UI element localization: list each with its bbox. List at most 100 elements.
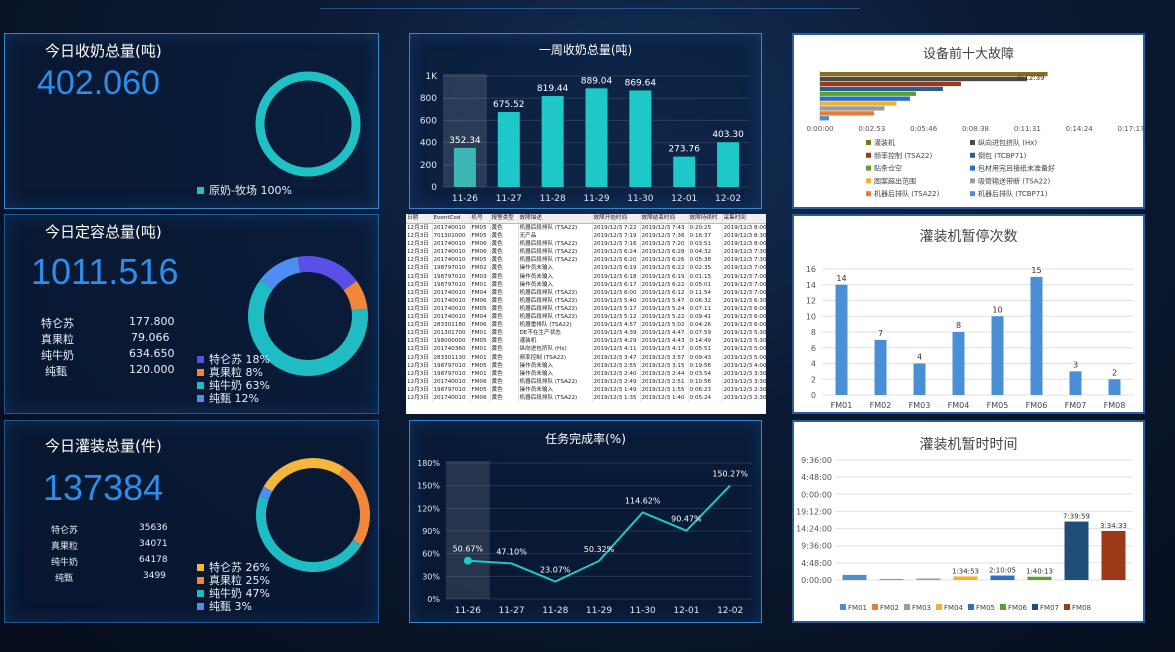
table-cell[interactable]: 2019/12/3 6:24: [592, 248, 641, 257]
table-cell[interactable]: 0:10:56: [688, 377, 723, 386]
table-cell[interactable]: 12月3日: [406, 393, 433, 403]
table-cell[interactable]: FM01: [470, 345, 491, 354]
table-cell[interactable]: 12月3日: [406, 329, 433, 338]
table-cell[interactable]: 黄色: [490, 393, 519, 403]
table-cell[interactable]: 0:11:54: [688, 288, 723, 297]
table-cell[interactable]: 0:02:35: [688, 264, 723, 273]
table-cell[interactable]: 频率控制 (TSA22): [518, 353, 593, 362]
table-cell[interactable]: 12月3日: [406, 296, 433, 305]
column-header[interactable]: 采集时间: [722, 214, 766, 224]
table-cell[interactable]: 2019/12/3 7:00: [722, 264, 766, 273]
table-row[interactable]: 12月3日 201740010 FM05 黄色 机器后段排队 (TSA22) 2019/1…: [406, 256, 766, 265]
table-cell[interactable]: 198797010: [432, 385, 471, 394]
table-cell[interactable]: 2019/12/3 7:00: [722, 272, 766, 281]
table-row[interactable]: 12月3日 198797010 FM05 黄色 操作员未输入 2019/12/3 2:55…: [406, 361, 766, 370]
table-row[interactable]: 12月3日 201740010 FM06 黄色 机器后段排队 (TSA22) 2019/1…: [406, 296, 766, 305]
table-cell[interactable]: 201740010: [432, 393, 471, 403]
table-cell[interactable]: 黄色: [490, 385, 519, 394]
table-cell[interactable]: 0:19:56: [688, 361, 723, 370]
table-row[interactable]: 12月3日 201301700 FM01 黄色 DE不在生产状态 2019/12/3 4:…: [406, 329, 766, 338]
table-cell[interactable]: 0:06:23: [688, 385, 723, 394]
table-cell[interactable]: 283301180: [432, 321, 471, 330]
table-cell[interactable]: 2019/12/3 6:00: [592, 288, 641, 297]
table-cell[interactable]: 2019/12/3 5:40: [592, 296, 641, 305]
table-row[interactable]: 12月3日 198000000 FM05 黄色 灌装机 2019/12/3 4:29 201…: [406, 337, 766, 346]
table-cell[interactable]: 2019/12/3 4:11: [592, 345, 641, 354]
table-cell[interactable]: 2019/12/3 5:02: [640, 321, 689, 330]
table-cell[interactable]: 2019/12/3 4:29: [592, 337, 641, 346]
table-cell[interactable]: 黄色: [490, 232, 519, 241]
table-row[interactable]: 12月3日 198797010 FM01 黄色 操作员未输入 2019/12/3 2:40…: [406, 369, 766, 378]
table-row[interactable]: 12月3日 201740010 FM06 黄色 机器后段排队 (TSA22) 2019/1…: [406, 377, 766, 386]
table-row[interactable]: 12月3日 283301130 FM01 黄色 频率控制 (TSA22) 2019/12/…: [406, 353, 766, 362]
table-cell[interactable]: 机器后段排队 (TSA22): [518, 288, 593, 297]
table-cell[interactable]: 2019/12/3 6:18: [592, 272, 641, 281]
table-cell[interactable]: 黄色: [490, 296, 519, 305]
table-cell[interactable]: 283301130: [432, 353, 471, 362]
table-cell[interactable]: 2019/12/3 2:49: [592, 377, 641, 386]
table-cell[interactable]: 操作员未输入: [518, 369, 593, 378]
table-cell[interactable]: FM05: [470, 256, 491, 265]
table-cell[interactable]: 2019/12/3 8:00: [722, 223, 766, 233]
table-cell[interactable]: 2019/12/3 5:00: [722, 353, 766, 362]
table-cell[interactable]: 2019/12/3 2:51: [640, 377, 689, 386]
table-row[interactable]: 12月3日 201740360 FM01 黄色 纵向进包挤队 (Hx) 2019/12/3…: [406, 345, 766, 354]
table-cell[interactable]: 2019/12/3 7:30: [722, 248, 766, 257]
table-cell[interactable]: 操作员未输入: [518, 264, 593, 273]
column-header[interactable]: 报警类型: [490, 214, 519, 224]
table-cell[interactable]: 2019/12/3 1:40: [640, 393, 689, 403]
table-row[interactable]: 12月3日 701301000 FM05 黄色 无产品 2019/12/3 7:19 201…: [406, 232, 766, 241]
table-cell[interactable]: 2019/12/3 7:22: [592, 223, 641, 233]
table-cell[interactable]: 黄色: [490, 280, 519, 289]
table-cell[interactable]: 201740010: [432, 240, 471, 249]
table-cell[interactable]: 201740010: [432, 377, 471, 386]
table-cell[interactable]: 0:01:15: [688, 272, 723, 281]
table-cell[interactable]: 2019/12/3 2:55: [592, 361, 641, 370]
table-cell[interactable]: 0:05:38: [688, 256, 723, 265]
table-row[interactable]: 12月3日 198797010 FM05 黄色 操作员未输入 2019/12/3 1:49…: [406, 385, 766, 394]
table-cell[interactable]: 0:05:01: [688, 280, 723, 289]
table-cell[interactable]: 12月3日: [406, 280, 433, 289]
table-cell[interactable]: 2019/12/3 5:30: [722, 329, 766, 338]
table-row[interactable]: 12月3日 283301180 FM06 黄色 机器重排队 (TSA22) 2019/12…: [406, 321, 766, 330]
table-cell[interactable]: 操作员未输入: [518, 280, 593, 289]
table-cell[interactable]: 机器后段排队 (TSA22): [518, 393, 593, 403]
table-cell[interactable]: 机器后段排队 (TSA22): [518, 240, 593, 249]
table-cell[interactable]: 0:09:41: [688, 313, 723, 322]
table-cell[interactable]: 198000000: [432, 337, 471, 346]
table-cell[interactable]: 2019/12/3 6:00: [722, 321, 766, 330]
table-cell[interactable]: 纵向进包挤队 (Hx): [518, 345, 593, 354]
table-cell[interactable]: 黄色: [490, 345, 519, 354]
table-cell[interactable]: 2019/12/3 4:57: [592, 321, 641, 330]
table-cell[interactable]: 12月3日: [406, 385, 433, 394]
table-cell[interactable]: 12月3日: [406, 256, 433, 265]
table-cell[interactable]: 2019/12/3 6:20: [592, 256, 641, 265]
column-header[interactable]: 故障开始时间: [592, 214, 641, 224]
table-cell[interactable]: 黄色: [490, 377, 519, 386]
table-cell[interactable]: 2019/12/3 3:47: [592, 353, 641, 362]
table-cell[interactable]: FM05: [470, 337, 491, 346]
table-cell[interactable]: 黄色: [490, 321, 519, 330]
table-cell[interactable]: 机器后段排队 (TSA22): [518, 296, 593, 305]
table-cell[interactable]: 2019/12/3 4:43: [640, 337, 689, 346]
table-cell[interactable]: 0:04:26: [688, 321, 723, 330]
table-cell[interactable]: FM06: [470, 248, 491, 257]
table-cell[interactable]: 2019/12/3 3:30: [722, 377, 766, 386]
table-cell[interactable]: 2019/12/3 7:19: [592, 232, 641, 241]
table-cell[interactable]: 机器后段排队 (TSA22): [518, 377, 593, 386]
table-cell[interactable]: 操作员未输入: [518, 361, 593, 370]
table-cell[interactable]: 2019/12/3 2:40: [592, 369, 641, 378]
table-row[interactable]: 12月3日 201740010 FM06 黄色 机器后段排队 (TSA22) 2019/1…: [406, 248, 766, 257]
table-cell[interactable]: 0:14:49: [688, 337, 723, 346]
table-cell[interactable]: 2019/12/3 5:22: [640, 313, 689, 322]
table-cell[interactable]: 201740010: [432, 223, 471, 233]
table-cell[interactable]: 2019/12/3 5:47: [640, 296, 689, 305]
table-row[interactable]: 12月3日 201740010 FM04 黄色 机器后段排队 (TSA22) 2019/1…: [406, 288, 766, 297]
table-cell[interactable]: 黄色: [490, 264, 519, 273]
table-cell[interactable]: 12月3日: [406, 240, 433, 249]
table-cell[interactable]: 12月3日: [406, 264, 433, 273]
fault-log-spreadsheet[interactable]: 日期 EventCod 机号 报警类型 故障描述 故障开始时间 故障结束时间 故障持续时 采集时…: [406, 214, 766, 414]
table-row[interactable]: 12月3日 201740010 FM05 黄色 机器后段排队 (TSA22) 2019/1…: [406, 223, 766, 233]
table-cell[interactable]: 2019/12/3 7:43: [640, 223, 689, 233]
table-cell[interactable]: 2019/12/3 8:00: [722, 240, 766, 249]
